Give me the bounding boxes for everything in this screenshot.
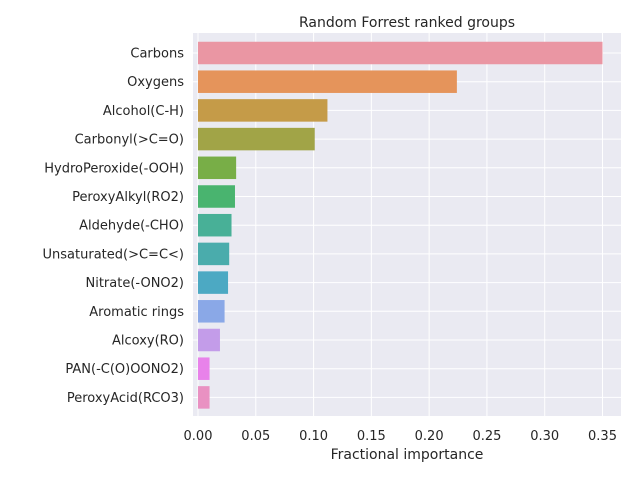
bars (198, 41, 603, 409)
x-tick-label: 0.20 (415, 429, 444, 444)
category-label: Aromatic rings (89, 305, 184, 320)
category-label: PeroxyAlkyl(RO2) (72, 190, 184, 205)
category-label: Unsaturated(>C=C<) (43, 247, 184, 262)
x-tick-labels: 0.00 0.05 0.10 0.15 0.20 0.25 0.30 0.35 (184, 429, 617, 444)
x-tick-label: 0.35 (588, 429, 617, 444)
x-tick-label: 0.00 (184, 429, 213, 444)
category-label: Carbons (130, 47, 184, 62)
x-tick-label: 0.05 (241, 429, 270, 444)
bar (198, 185, 235, 208)
x-tick-label: 0.25 (472, 429, 501, 444)
category-label: PAN(-C(O)OONO2) (65, 362, 184, 377)
category-label: Alcoxy(RO) (112, 334, 184, 349)
x-tick-label: 0.30 (530, 429, 559, 444)
bar (198, 328, 220, 352)
bar (198, 300, 225, 323)
x-tick-label: 0.10 (299, 429, 328, 444)
bar (198, 242, 230, 266)
chart-title: Random Forrest ranked groups (299, 15, 515, 31)
plot-background (193, 33, 621, 416)
category-label: HydroPeroxide(-OOH) (44, 161, 184, 176)
x-axis-label: Fractional importance (331, 447, 484, 463)
bar (198, 127, 315, 151)
bar (198, 357, 210, 380)
bar (198, 156, 237, 180)
category-labels: Carbons Oxygens Alcohol(C-H) Carbonyl(>C=O)… (43, 47, 185, 406)
bar (198, 41, 603, 65)
category-label: Aldehyde(-CHO) (79, 219, 184, 234)
bar (198, 386, 210, 409)
category-label: PeroxyAcid(RCO3) (67, 391, 184, 406)
category-label: Oxygens (127, 75, 184, 90)
category-label: Nitrate(-ONO2) (86, 276, 185, 291)
bar (198, 70, 457, 93)
category-label: Carbonyl(>C=O) (75, 133, 184, 148)
bar (198, 213, 232, 237)
bar (198, 271, 229, 294)
bar (198, 99, 328, 122)
category-label: Alcohol(C-H) (103, 104, 184, 119)
x-tick-label: 0.15 (357, 429, 386, 444)
